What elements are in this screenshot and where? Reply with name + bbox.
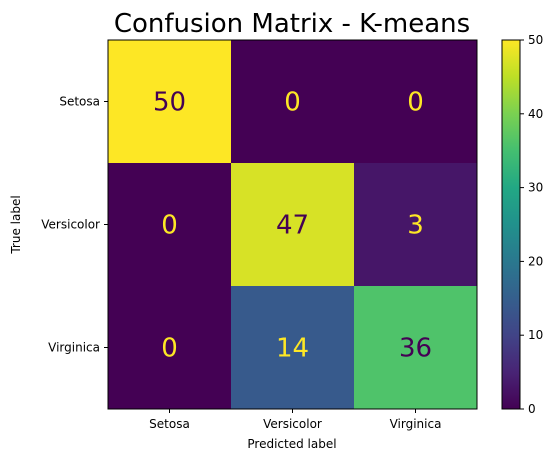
matrix-cell (108, 163, 232, 287)
y-axis-label: True label (9, 195, 23, 254)
chart-title: Confusion Matrix - K-means (114, 9, 470, 39)
matrix-cell (231, 163, 355, 287)
matrix-cell (108, 40, 232, 164)
colorbar-tick-label: 30 (528, 181, 543, 195)
cell-value-label: 36 (399, 334, 432, 364)
cell-value-label: 50 (153, 88, 186, 118)
x-axis-label: Predicted label (247, 437, 336, 451)
cell-value-label: 14 (276, 334, 309, 364)
y-tick-label: Setosa (59, 95, 100, 109)
matrix-cell (231, 40, 355, 164)
y-tick-label: Versicolor (41, 218, 100, 232)
colorbar-tick-label: 0 (528, 402, 536, 416)
colorbar-tick-label: 50 (528, 33, 543, 47)
matrix-cell (354, 286, 478, 410)
y-tick-label: Virginica (48, 341, 100, 355)
matrix-cell (231, 286, 355, 410)
cell-value-label: 0 (407, 88, 424, 118)
x-tick-label: Versicolor (263, 417, 322, 431)
x-tick-label: Setosa (149, 417, 190, 431)
x-tick-label: Virginica (390, 417, 442, 431)
matrix-cell (354, 163, 478, 287)
colorbar-tick-label: 40 (528, 107, 543, 121)
cell-value-label: 0 (161, 211, 178, 241)
matrix-cell (108, 286, 232, 410)
y-axis-ticks: Setosa Versicolor Virginica (41, 95, 108, 355)
cell-value-label: 0 (161, 334, 178, 364)
cell-value-label: 0 (284, 88, 301, 118)
matrix-cells: 50 0 0 0 47 3 0 14 36 (108, 40, 478, 410)
x-axis-ticks: Setosa Versicolor Virginica (149, 409, 441, 431)
colorbar: 0 10 20 30 40 50 (501, 33, 543, 416)
cell-value-label: 3 (407, 211, 424, 241)
colorbar-tick-label: 10 (528, 328, 543, 342)
matrix-cell (354, 40, 478, 164)
cell-value-label: 47 (276, 211, 309, 241)
colorbar-gradient (501, 39, 521, 410)
colorbar-tick-label: 20 (528, 254, 543, 268)
